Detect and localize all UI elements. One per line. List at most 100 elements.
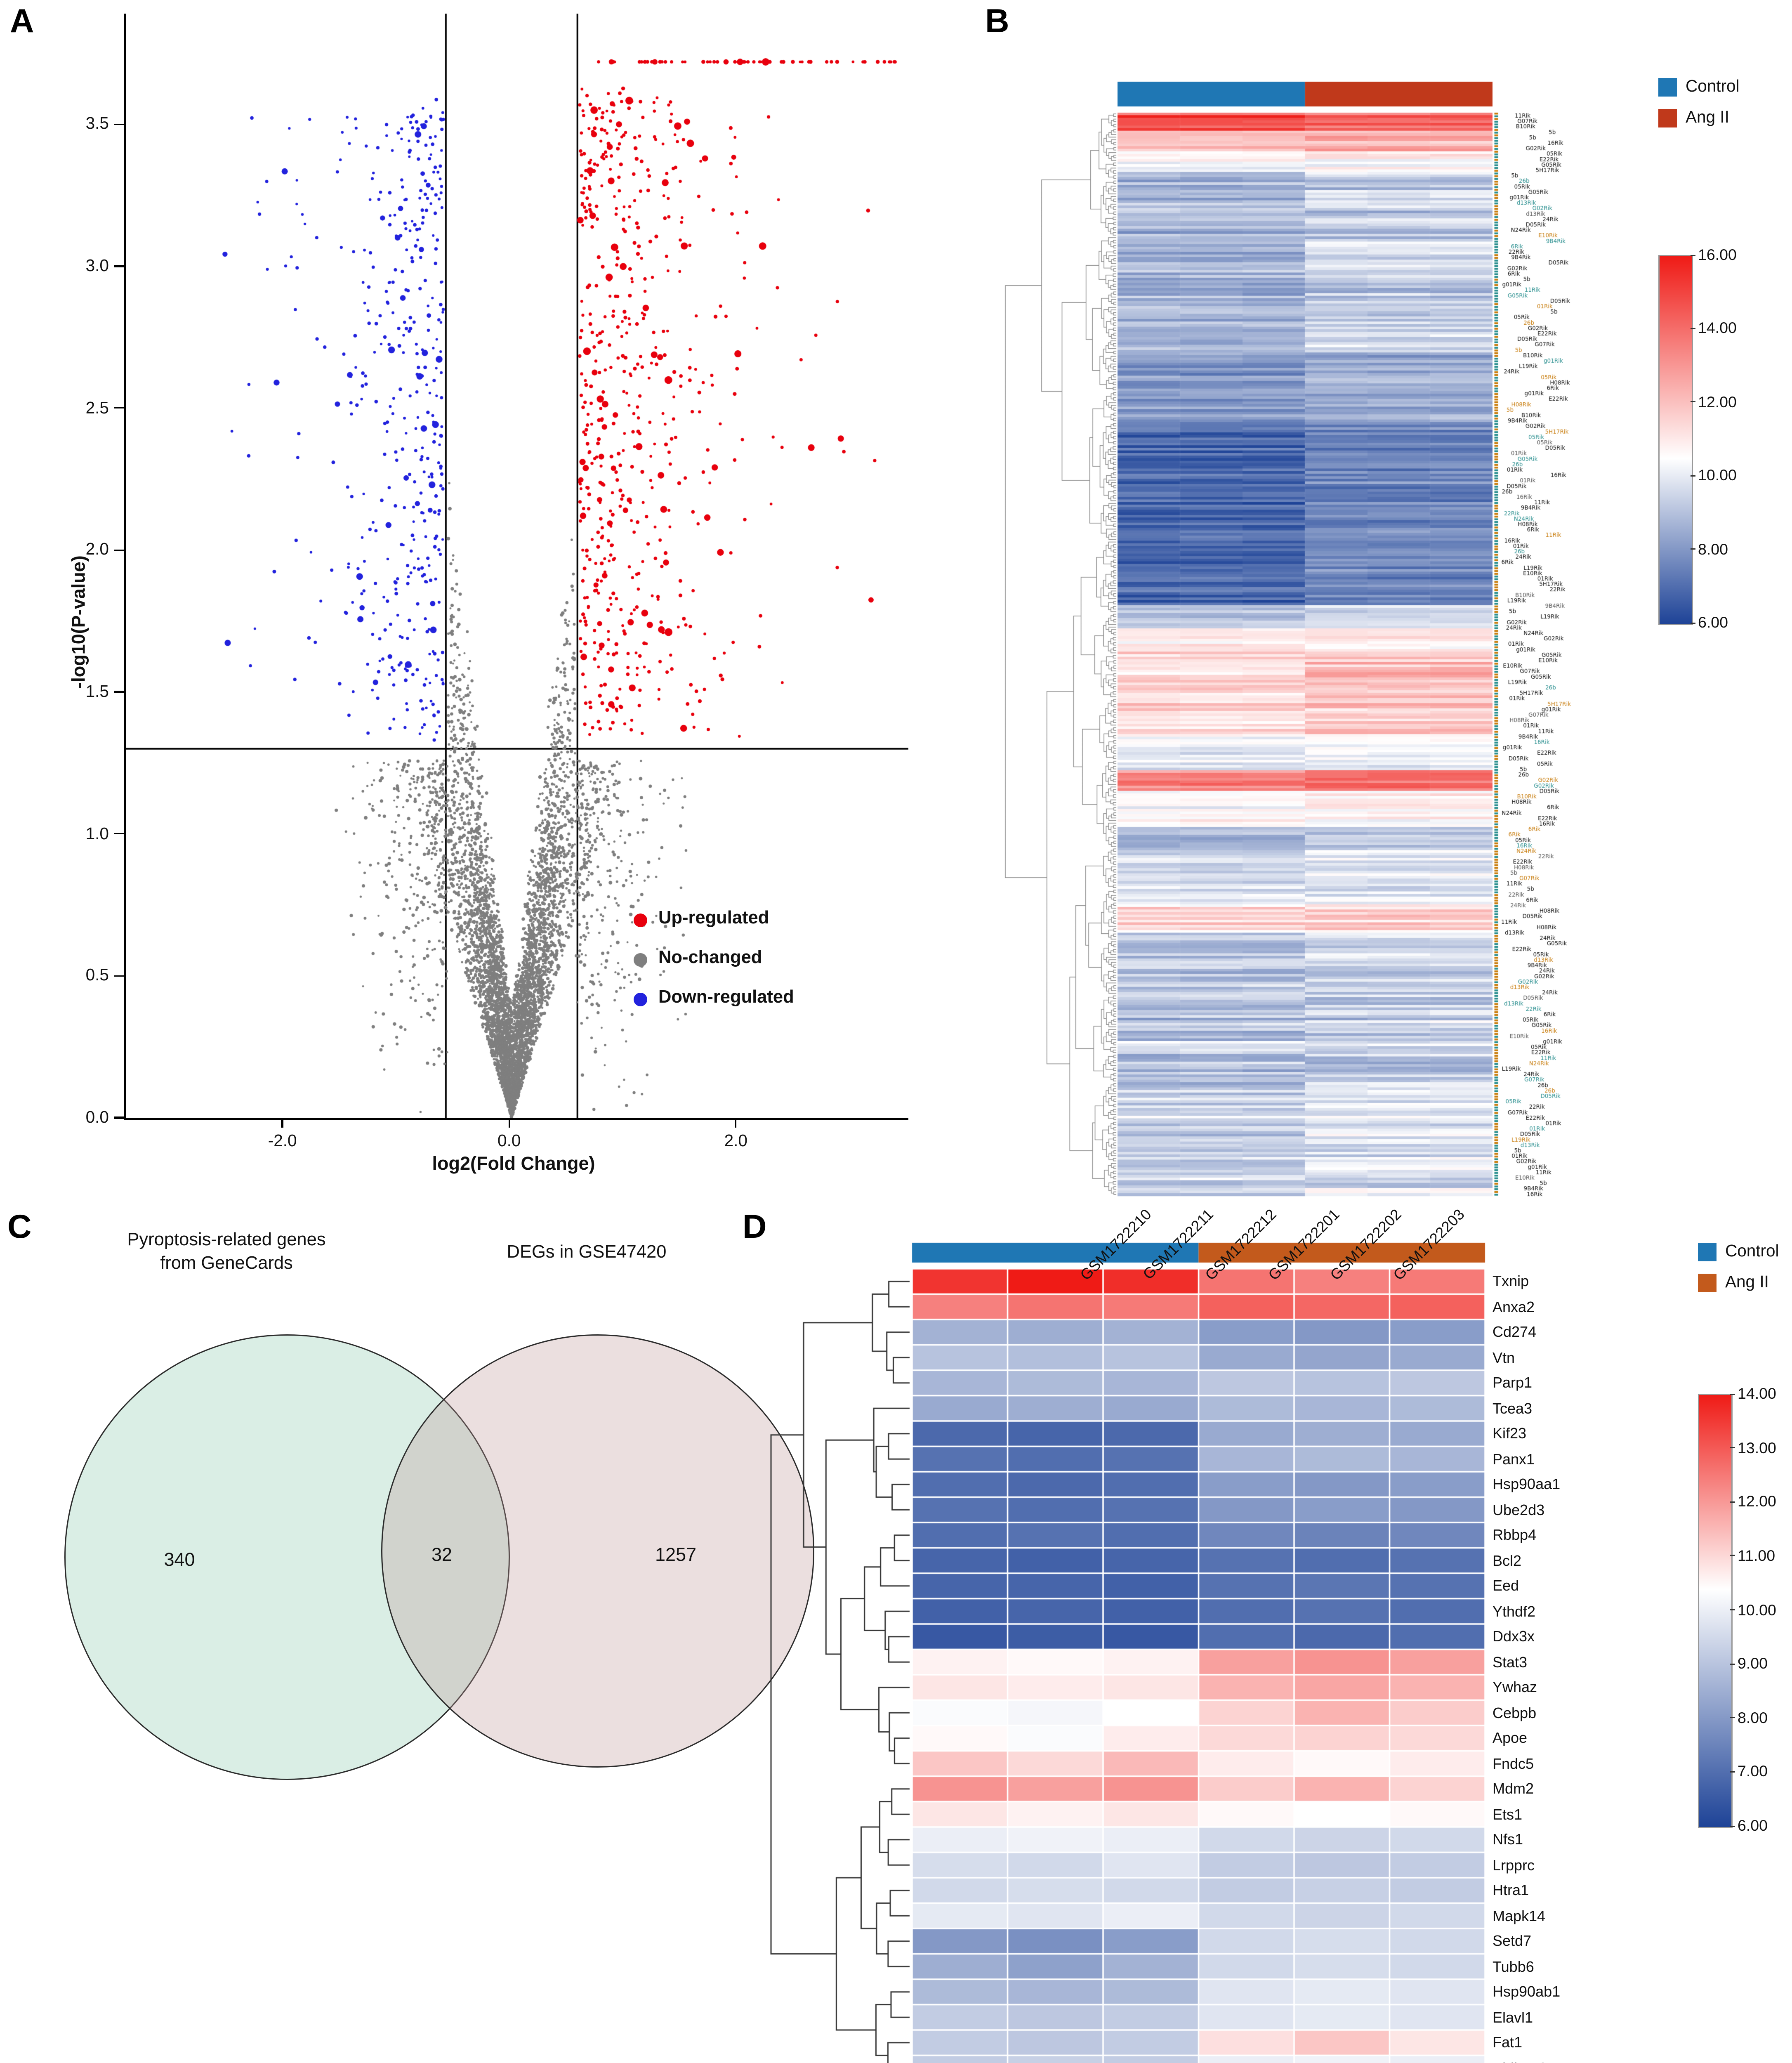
group-swatch-angii [1658, 109, 1677, 127]
gene-label: Bcl2 [1493, 1551, 1522, 1569]
colorbar-tick-mark [1730, 1447, 1735, 1449]
legend-label: Down-regulated [658, 988, 794, 1008]
volcano-y-tick-mark [114, 407, 124, 409]
panel-c-label: C [7, 1208, 32, 1245]
volcano-y-tick-mark [114, 123, 124, 125]
gene-label: Parp1 [1493, 1374, 1533, 1391]
volcano-y-tick-label: 3.5 [85, 114, 109, 133]
gene-label: Ywhaz [1493, 1678, 1537, 1696]
volcano-y-tick-mark [114, 975, 124, 977]
gene-label: Hsp90aa1 [1493, 1475, 1561, 1493]
legend-dot-no-changed [634, 953, 647, 967]
volcano-x-tick-mark [735, 1118, 737, 1128]
legend-label: Up-regulated [658, 909, 769, 928]
venn-right-circle [381, 1334, 814, 1768]
colorbar-tick-mark [1691, 548, 1695, 550]
gene-label: Nfs1 [1493, 1831, 1523, 1848]
colorbar-tick-label: 6.00 [1698, 614, 1728, 631]
gene-label: Tubb6 [1493, 1957, 1534, 1975]
colorbar-tick-mark [1730, 1771, 1735, 1773]
volcano-y-tick-label: 0.5 [85, 966, 109, 985]
gene-label: Ythdf2 [1493, 1602, 1536, 1620]
gene-label: Bhlhe40 [1493, 2059, 1547, 2063]
volcano-x-axis-label: log2(Fold Change) [432, 1154, 595, 1175]
colorbar-tick-mark [1691, 475, 1695, 477]
colorbar-tick-label: 13.00 [1738, 1439, 1776, 1456]
colorbar-tick-label: 10.00 [1738, 1601, 1776, 1619]
gene-label: Tcea3 [1493, 1399, 1533, 1417]
legend-dot-down-regulated [634, 993, 647, 1006]
heatmap-pyroptosis-canvas [759, 1235, 1490, 2063]
colorbar-tick-mark [1691, 254, 1695, 256]
group-label: Ang II [1725, 1272, 1769, 1291]
colorbar-tick-mark [1730, 1555, 1735, 1557]
gene-label: Fat1 [1493, 2034, 1523, 2051]
panel-b-label: B [985, 2, 1009, 40]
colorbar-tick-mark [1691, 328, 1695, 329]
gene-label: Panx1 [1493, 1450, 1535, 1468]
gene-label: Rbbp4 [1493, 1526, 1537, 1544]
volcano-y-tick-label: 2.5 [85, 398, 109, 417]
volcano-y-tick-mark [114, 549, 124, 551]
colorbar-tick-label: 14.00 [1698, 320, 1737, 338]
colorbar-tick-mark [1730, 1663, 1735, 1664]
volcano-y-tick-mark [114, 833, 124, 835]
volcano-y-tick-label: 1.0 [85, 824, 109, 843]
volcano-y-tick-mark [114, 691, 124, 693]
heatmap-all-degs-canvas [988, 72, 1609, 1213]
colorbar-gradient [1698, 1394, 1733, 1828]
volcano-x-tick-label: 2.0 [724, 1131, 747, 1150]
gene-label: Cd274 [1493, 1323, 1537, 1341]
gene-label: Elavl1 [1493, 2008, 1533, 2026]
colorbar-tick-mark [1730, 1501, 1735, 1503]
group-label: Control [1686, 77, 1740, 95]
colorbar-tick-label: 12.00 [1738, 1493, 1776, 1511]
colorbar-tick-mark [1691, 401, 1695, 403]
colorbar-tick-mark [1691, 622, 1695, 623]
group-label: Ang II [1686, 108, 1729, 126]
venn-left-title-line1: Pyroptosis-related genes [127, 1230, 326, 1250]
gene-label: Txnip [1493, 1272, 1529, 1290]
colorbar-tick-label: 12.00 [1698, 393, 1737, 411]
venn-right-count: 1257 [655, 1545, 697, 1566]
colorbar-tick-mark [1730, 1609, 1735, 1610]
volcano-x-tick-mark [281, 1118, 283, 1128]
panel-a-label: A [10, 2, 34, 40]
venn-overlap-count: 32 [431, 1545, 453, 1566]
venn-right-title: DEGs in GSE47420 [507, 1243, 667, 1263]
gene-label: Lrpprc [1493, 1856, 1535, 1874]
gene-label: Ddx3x [1493, 1628, 1535, 1645]
colorbar-tick-label: 9.00 [1738, 1655, 1768, 1673]
volcano-y-tick-label: 0.0 [85, 1108, 109, 1126]
volcano-y-tick-label: 3.0 [85, 256, 109, 275]
colorbar-tick-label: 7.00 [1738, 1763, 1768, 1781]
venn-left-count: 340 [164, 1550, 195, 1571]
volcano-y-tick-mark [114, 1116, 124, 1119]
volcano-plot-canvas [124, 14, 908, 1120]
colorbar-tick-label: 8.00 [1698, 540, 1728, 558]
gene-label: Vtn [1493, 1348, 1515, 1366]
volcano-y-axis-label: -log10(P-value) [68, 555, 90, 689]
group-swatch-angii [1698, 1274, 1717, 1292]
group-label: Control [1725, 1242, 1779, 1260]
venn-left-title-line2: from GeneCards [160, 1254, 293, 1274]
gene-label: Anxa2 [1493, 1298, 1535, 1315]
colorbar-tick-label: 16.00 [1698, 246, 1737, 264]
gene-label: Stat3 [1493, 1653, 1528, 1671]
gene-label: Ets1 [1493, 1805, 1523, 1823]
gene-label: Ube2d3 [1493, 1501, 1545, 1518]
volcano-x-tick-mark [508, 1118, 510, 1128]
volcano-y-tick-label: 2.0 [85, 540, 109, 559]
group-swatch-control [1658, 78, 1677, 97]
legend-label: No-changed [658, 948, 762, 968]
gene-label: Kif23 [1493, 1425, 1527, 1442]
volcano-y-tick-label: 1.5 [85, 682, 109, 701]
colorbar-gradient [1658, 255, 1693, 625]
colorbar-tick-label: 14.00 [1738, 1385, 1776, 1402]
gene-label: Cebpb [1493, 1704, 1537, 1721]
gene-label: Eed [1493, 1577, 1519, 1594]
colorbar-tick-mark [1730, 1717, 1735, 1718]
colorbar-tick-label: 8.00 [1738, 1709, 1768, 1727]
gene-label: Mdm2 [1493, 1780, 1534, 1797]
